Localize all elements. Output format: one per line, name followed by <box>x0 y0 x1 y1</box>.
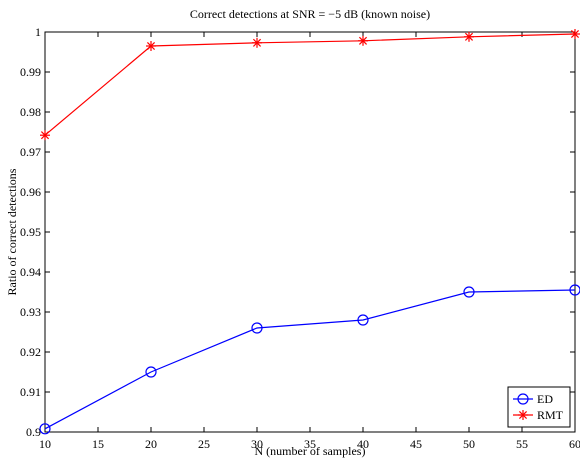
data-point-ed <box>39 423 51 435</box>
y-tick-label: 0.95 <box>20 225 41 239</box>
legend-box <box>507 386 571 428</box>
y-tick-label: 0.97 <box>20 145 41 159</box>
chart-title: Correct detections at SNR = −5 dB (known… <box>190 7 430 21</box>
legend-label-ed: ED <box>537 392 553 406</box>
y-tick-label: 0.98 <box>20 105 41 119</box>
x-tick-label: 10 <box>39 437 51 451</box>
legend-label-rmt: RMT <box>537 408 564 422</box>
x-tick-label: 50 <box>463 437 475 451</box>
x-tick-label: 15 <box>92 437 104 451</box>
data-point-ed <box>251 322 263 334</box>
x-tick-label: 30 <box>251 437 263 451</box>
y-tick-label: 0.96 <box>20 185 41 199</box>
x-tick-label: 35 <box>304 437 316 451</box>
data-point-ed <box>357 314 369 326</box>
data-point-rmt <box>146 41 156 51</box>
data-point-rmt <box>358 35 368 46</box>
x-tick-label: 40 <box>357 437 369 451</box>
data-point-rmt <box>570 29 580 39</box>
y-tick-label: 0.92 <box>20 345 41 359</box>
data-point-ed <box>145 366 157 378</box>
y-axis-title: Ratio of correct detections <box>5 168 19 295</box>
plot-area: 10 15 20 25 30 35 40 45 50 55 60 0.9 0.91 0.92 0.93 0.9… <box>20 25 580 451</box>
axes-box <box>44 31 576 433</box>
legend-marker-ed <box>517 393 529 405</box>
x-tick-label: 20 <box>145 437 157 451</box>
series-line-rmt <box>44 33 576 136</box>
legend-marker-rmt <box>518 410 528 420</box>
y-tick-label: 0.91 <box>20 385 41 399</box>
y-tick-label: 0.99 <box>20 65 41 79</box>
data-point-rmt <box>252 37 262 48</box>
y-tick-label: 1 <box>35 25 41 39</box>
data-point-rmt <box>40 130 50 141</box>
data-point-rmt <box>464 31 474 42</box>
x-tick-label: 45 <box>410 437 422 451</box>
series-line-ed <box>44 289 576 430</box>
y-tick-label: 0.9 <box>26 425 41 439</box>
x-tick-label: 25 <box>198 437 210 451</box>
x-tick-label: 60 <box>569 437 580 451</box>
x-axis-title: N (number of samples) <box>255 444 366 458</box>
data-point-ed <box>569 284 580 296</box>
y-tick-label: 0.93 <box>20 305 41 319</box>
x-tick-label: 55 <box>516 437 528 451</box>
y-tick-label: 0.94 <box>20 265 41 279</box>
data-point-ed <box>463 286 475 298</box>
legend: ED RMT <box>507 386 571 428</box>
